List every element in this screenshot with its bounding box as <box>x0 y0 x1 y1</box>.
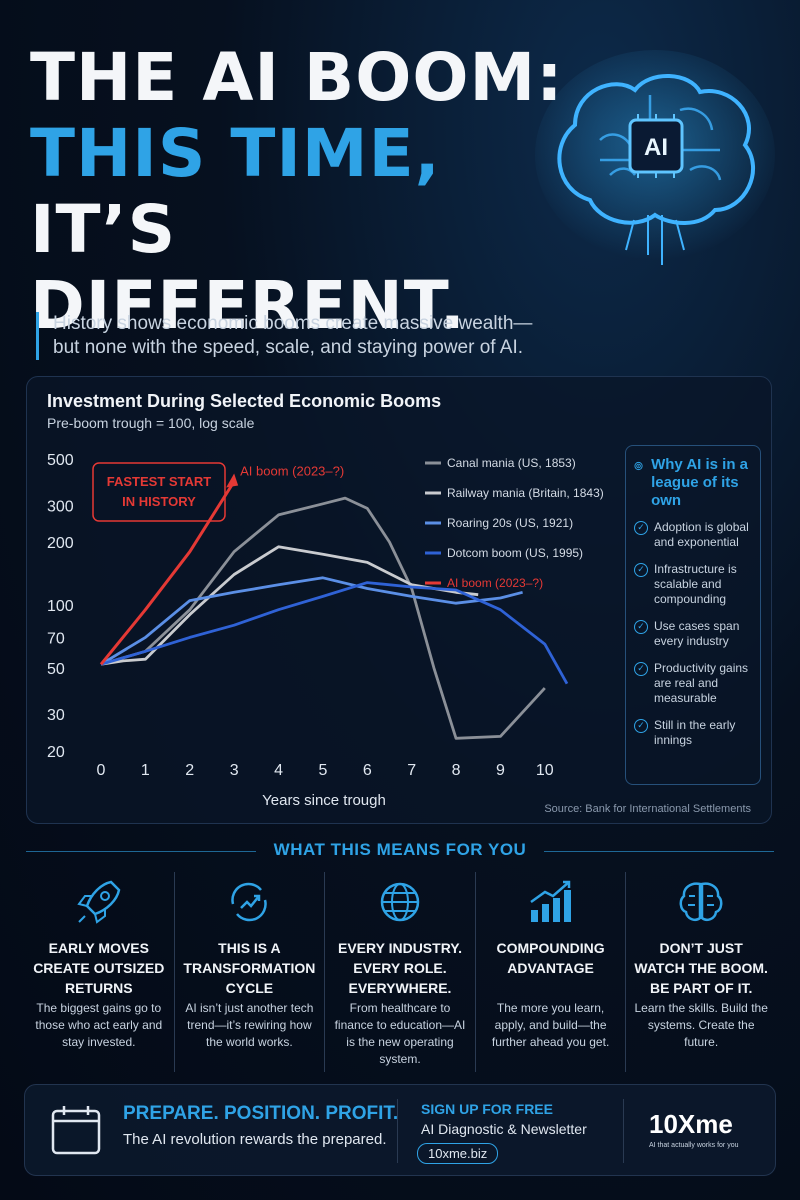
y-tick-label: 70 <box>47 630 65 647</box>
brain-icon <box>679 882 723 921</box>
takeaway-item: THIS IS A TRANSFORMATION CYCLE AI isn’t … <box>173 872 325 1072</box>
divider <box>623 1099 624 1163</box>
x-tick-label: 2 <box>185 762 194 779</box>
x-tick-label: 1 <box>141 762 150 779</box>
series-line <box>100 576 523 666</box>
ai-arrowhead <box>226 473 239 488</box>
signup-link[interactable]: 10xme.biz <box>417 1143 499 1164</box>
check-icon: ✓ <box>634 620 648 634</box>
why-ai-box: Why AI is in a league of its own ✓ Adopt… <box>625 445 761 785</box>
brand-logo: 10Xme <box>649 1109 733 1139</box>
x-tick-label: 4 <box>274 762 283 779</box>
headline-line-2: THIS TIME, <box>30 115 441 192</box>
x-tick-label: 10 <box>536 762 554 779</box>
callout-text: FASTEST START <box>107 474 212 489</box>
divider <box>397 1099 398 1163</box>
headline-line-1: THE AI BOOM: <box>30 39 564 116</box>
why-item: ✓ Infrastructure is scalable and compoun… <box>634 562 752 607</box>
legend-label: Roaring 20s (US, 1921) <box>447 516 573 530</box>
cta-bar: PREPARE. POSITION. PROFIT. The AI revolu… <box>24 1084 776 1176</box>
chart-subtitle: Pre-boom trough = 100, log scale <box>47 415 255 431</box>
brain-chip-label: AI <box>644 134 668 161</box>
headline: THE AI BOOM: THIS TIME, IT’S DIFFERENT. <box>30 40 570 344</box>
legend-label: Dotcom boom (US, 1995) <box>447 546 583 560</box>
y-tick-label: 300 <box>47 498 74 515</box>
x-tick-label: 0 <box>97 762 106 779</box>
headline-line-3: IT’S DIFFERENT. <box>30 191 466 344</box>
legend-label: Canal mania (US, 1853) <box>447 456 576 470</box>
why-title: Why AI is in a league of its own <box>651 456 749 509</box>
cta-subline: The AI revolution rewards the prepared. <box>123 1131 387 1148</box>
x-tick-label: 6 <box>363 762 372 779</box>
intro-line-2: but none with the speed, scale, and stay… <box>53 337 524 358</box>
chart-title: Investment During Selected Economic Boom… <box>47 391 442 411</box>
check-icon: ✓ <box>634 719 648 733</box>
legend-label: Railway mania (Britain, 1843) <box>447 486 604 500</box>
target-icon <box>634 461 643 471</box>
callout-text: IN HISTORY <box>122 494 196 509</box>
y-tick-label: 30 <box>47 707 65 724</box>
y-tick-label: 200 <box>47 535 74 552</box>
signup-title: SIGN UP FOR FREE <box>421 1101 553 1117</box>
x-tick-label: 9 <box>496 762 505 779</box>
check-icon: ✓ <box>634 662 648 676</box>
intro-line-1: History shows economic booms create mass… <box>53 313 533 334</box>
y-tick-label: 100 <box>47 598 74 615</box>
cta-headline: PREPARE. POSITION. PROFIT. <box>123 1103 399 1124</box>
x-tick-label: 5 <box>318 762 327 779</box>
x-axis-label: Years since trough <box>262 792 386 809</box>
intro-text: History shows economic booms create mass… <box>36 312 736 360</box>
takeaways: EARLY MOVES CREATE OUTSIZED RETURNS The … <box>24 872 776 1072</box>
x-tick-label: 8 <box>452 762 461 779</box>
signup-subtitle: AI Diagnostic & Newsletter <box>421 1121 587 1137</box>
y-tick-label: 20 <box>47 744 65 761</box>
why-item: ✓ Adoption is global and exponential <box>634 520 752 550</box>
series-line <box>99 480 236 666</box>
calendar-icon <box>51 1106 101 1155</box>
callout-box <box>92 462 226 522</box>
takeaway-item: EVERY INDUSTRY. EVERY ROLE. EVERYWHERE. … <box>324 872 475 1072</box>
x-tick-label: 3 <box>230 762 239 779</box>
y-tick-label: 50 <box>47 661 65 678</box>
check-icon: ✓ <box>634 563 648 577</box>
takeaway-item: COMPOUNDING ADVANTAGE The more you learn… <box>474 872 626 1072</box>
why-item: ✓ Use cases span every industry <box>634 619 752 649</box>
ai-brain-icon: AI <box>535 50 775 265</box>
chart-panel: 20 30 50 70 100 200 300 500 0 1 2 3 4 5 6 7 8 9 10 Years si… <box>26 376 772 824</box>
divider <box>26 851 256 852</box>
ai-boom-label: AI boom (2023–?) <box>240 464 344 479</box>
brand-tagline: AI that actually works for you <box>649 1142 739 1149</box>
chart-source: Source: Bank for International Settlemen… <box>544 803 751 815</box>
why-item: ✓ Productivity gains are real and measur… <box>634 661 752 706</box>
divider <box>544 851 774 852</box>
takeaway-item: EARLY MOVES CREATE OUTSIZED RETURNS The … <box>24 872 174 1072</box>
x-tick-label: 7 <box>407 762 416 779</box>
section-title: WHAT THIS MEANS FOR YOU <box>273 840 527 859</box>
y-tick-label: 500 <box>47 452 74 469</box>
legend-label: AI boom (2023–?) <box>447 576 543 590</box>
cycle-arrow-icon <box>231 882 268 922</box>
takeaway-item: DON’T JUST WATCH THE BOOM. BE PART OF IT… <box>625 872 776 1072</box>
why-item: ✓ Still in the early innings <box>634 718 752 748</box>
check-icon: ✓ <box>634 521 648 535</box>
investment-chart: 20 30 50 70 100 200 300 500 0 1 2 3 4 5 6 7 8 9 10 Years si… <box>47 452 604 809</box>
globe-icon <box>380 882 420 922</box>
series-line <box>100 581 569 685</box>
growth-chart-icon <box>529 880 571 922</box>
rocket-icon <box>77 880 121 924</box>
